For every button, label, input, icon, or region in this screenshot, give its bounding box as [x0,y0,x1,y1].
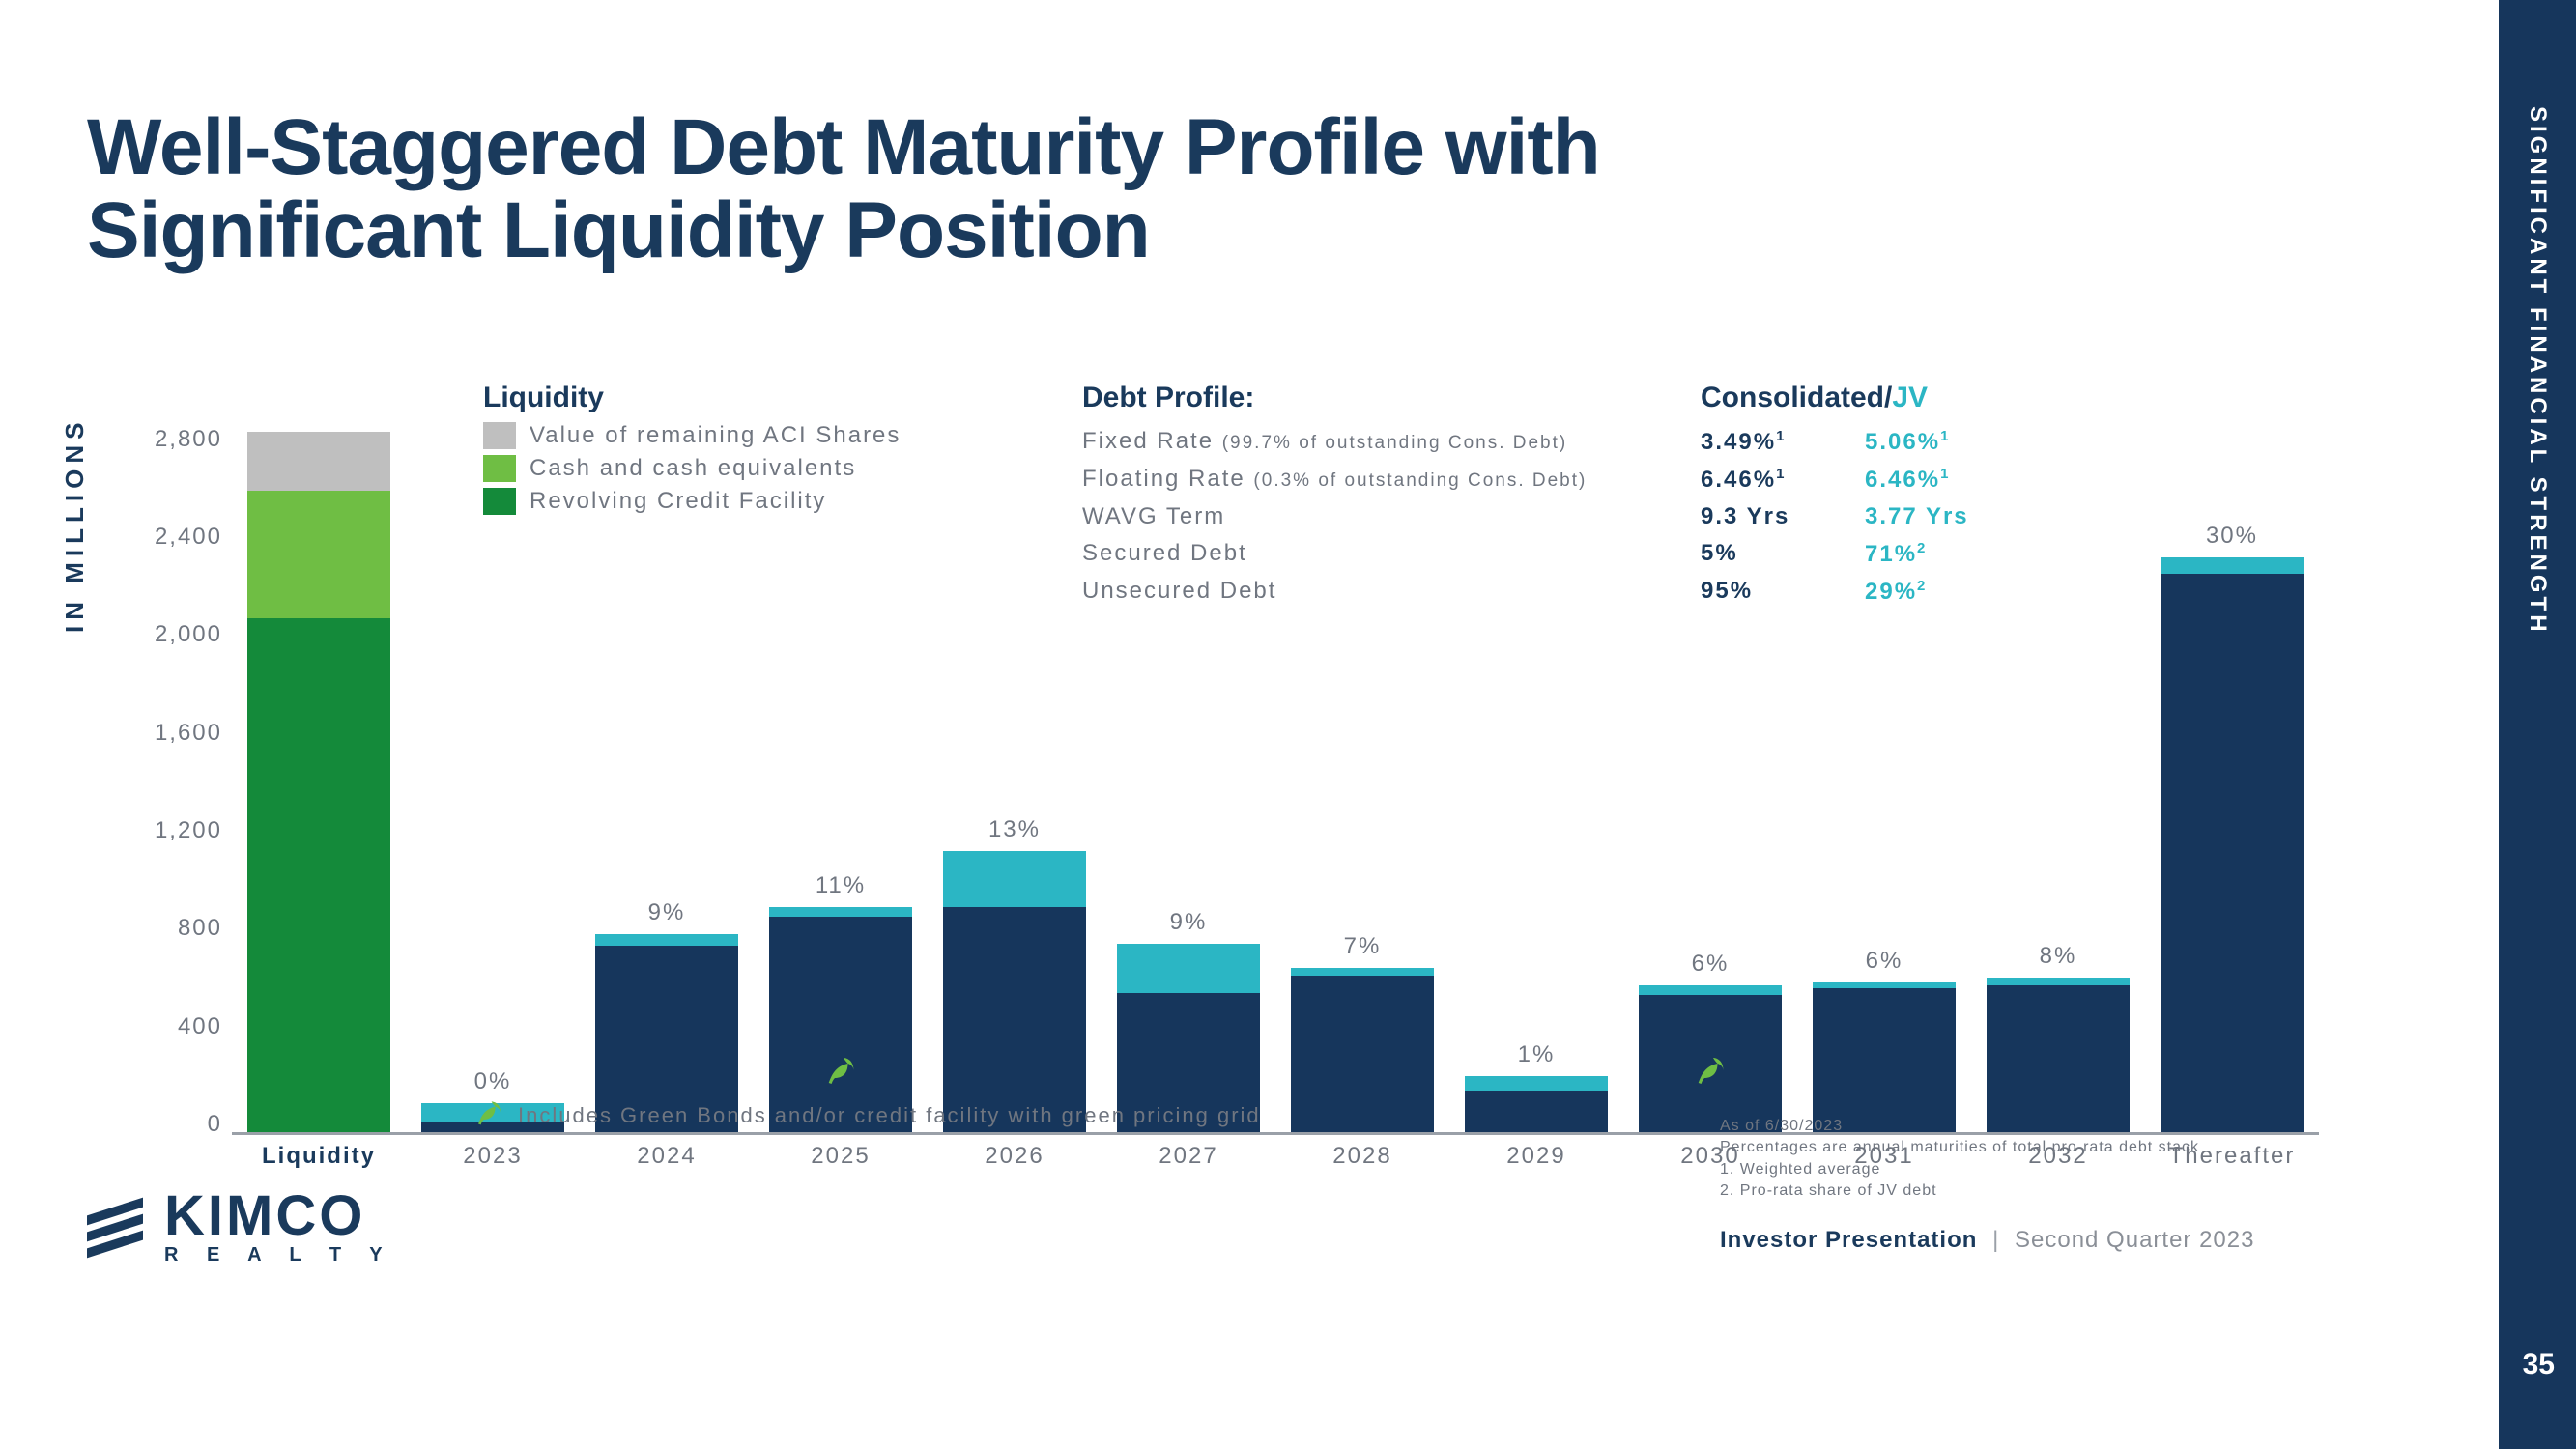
title-line-1: Well-Staggered Debt Maturity Profile wit… [87,106,2450,189]
leaf-icon [473,1096,504,1135]
y-axis-ticks: 0 400 800 1,200 1,600 2,000 2,400 2,800 [126,401,222,1140]
bar-data-label: 11% [816,872,866,899]
x-tick-label: 2027 [1117,1143,1260,1170]
bar-data-label: 13% [988,816,1041,843]
section-tab-label: SIGNIFICANT FINANCIAL STRENGTH [2524,0,2551,636]
bar-data-label: 7% [1344,933,1382,960]
chart-plot: 0%9%11%13%9%7%1%6%6%8%30% [232,401,2319,1135]
bar-data-label: 0% [474,1068,512,1095]
bar-segment [1465,1076,1608,1091]
footer-separator: | [1992,1227,1999,1253]
investor-presentation-label: Investor Presentation [1720,1227,1977,1253]
logo-text-wrap: KIMCO R E A L T Y [164,1188,394,1266]
x-tick-label: 2024 [595,1143,738,1170]
logo-icon [87,1207,143,1249]
x-tick-label: 2023 [421,1143,564,1170]
bar-data-label: 9% [1170,909,1208,936]
footnote-asof: As of 6/30/2023 [1720,1116,2199,1137]
quarter-label: Second Quarter 2023 [2015,1227,2255,1253]
footnote-percentages: Percentages are annual maturities of tot… [1720,1137,2199,1158]
bar-segment [595,934,738,947]
green-bond-note: Includes Green Bonds and/or credit facil… [473,1096,1261,1135]
footer-label: Investor Presentation | Second Quarter 2… [1720,1227,2254,1254]
footnote-2: 2. Pro-rata share of JV debt [1720,1180,2199,1202]
bar-segment [247,432,390,491]
bar: 13% [943,851,1086,1132]
y-tick: 1,200 [155,817,222,844]
bar: 8% [1987,978,2130,1132]
footnote-1: 1. Weighted average [1720,1159,2199,1180]
y-axis-title: IN MILLIONS [60,417,90,633]
y-tick: 1,600 [155,720,222,747]
page-title: Well-Staggered Debt Maturity Profile wit… [87,106,2450,272]
bar-segment [1117,944,1260,993]
bar-segment [1465,1091,1608,1132]
bar-segment [1987,978,2130,985]
bar-data-label: 6% [1866,948,1903,975]
bar-segment [1987,985,2130,1132]
maturity-chart: IN MILLIONS 04008001,2001,6002,0002,4002… [87,401,2338,1212]
slide: SIGNIFICANT FINANCIAL STRENGTH 35 Well-S… [0,0,2576,1449]
y-tick: 400 [178,1013,222,1040]
bar-segment [1291,968,1434,976]
y-tick: 800 [178,915,222,942]
bar-data-label: 9% [648,899,686,926]
bar-segment [1291,976,1434,1132]
bar-segment [247,491,390,618]
bar: 6% [1639,985,1782,1132]
y-tick: 0 [208,1111,222,1138]
logo-name: KIMCO [164,1188,394,1244]
bar-segment [2161,557,2304,575]
bar-segment [769,907,912,917]
bar-segment [1639,985,1782,995]
bar-data-label: 8% [2040,943,2077,970]
y-tick: 2,800 [155,426,222,453]
bar-segment [247,618,390,1132]
page-number: 35 [2523,1349,2555,1381]
y-tick: 2,000 [155,621,222,648]
bar: 1% [1465,1076,1608,1132]
x-tick-label: 2025 [769,1143,912,1170]
footnotes: As of 6/30/2023 Percentages are annual m… [1720,1116,2199,1203]
x-tick-label: 2026 [943,1143,1086,1170]
bar-segment [1813,988,1956,1132]
bar: 6% [1813,982,1956,1132]
bar-segment [943,851,1086,907]
bar-data-label: 30% [2206,523,2258,550]
leaf-icon [1693,1052,1728,1095]
logo-subtitle: R E A L T Y [164,1244,394,1266]
x-tick-label: 2028 [1291,1143,1434,1170]
bar: 7% [1291,968,1434,1132]
green-note-text: Includes Green Bonds and/or credit facil… [518,1103,1261,1128]
kimco-logo: KIMCO R E A L T Y [87,1188,394,1266]
section-tab: SIGNIFICANT FINANCIAL STRENGTH 35 [2499,0,2576,1449]
leaf-icon [823,1052,858,1095]
x-tick-label: Liquidity [247,1143,390,1170]
y-tick: 2,400 [155,524,222,551]
bar: 30% [2161,557,2304,1132]
x-tick-label: 2029 [1465,1143,1608,1170]
bar-data-label: 1% [1518,1041,1556,1068]
bar [247,432,390,1132]
bar-segment [2161,574,2304,1132]
bar-data-label: 6% [1692,951,1730,978]
title-line-2: Significant Liquidity Position [87,189,2450,272]
